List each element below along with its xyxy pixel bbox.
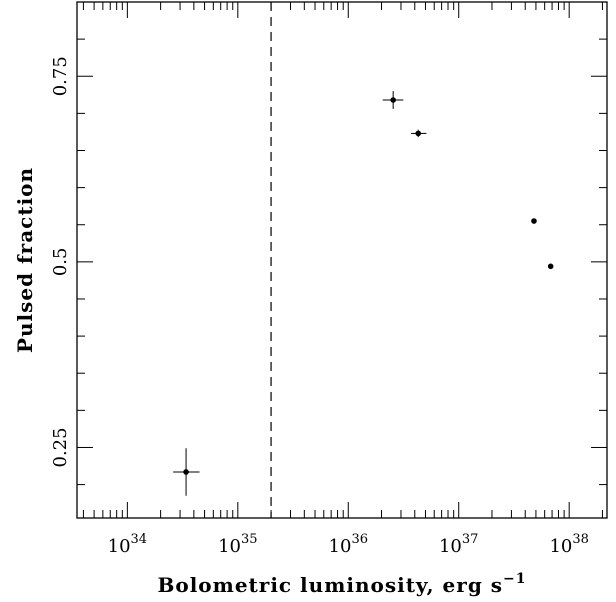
x-tick-labels: 1034 1035 1036 1037 1038 xyxy=(108,532,589,557)
data-point xyxy=(531,218,537,224)
y-tick-label: 0.5 xyxy=(50,248,71,277)
x-tick-label: 1037 xyxy=(439,532,478,557)
x-axis-title: Bolometric luminosity, erg s−1 xyxy=(157,571,526,597)
x-tick-label: 1036 xyxy=(329,532,368,557)
y-tick-label: 0.75 xyxy=(50,56,71,96)
plot-frame xyxy=(76,1,608,519)
axis-ticks xyxy=(77,1,607,518)
point-marker xyxy=(531,218,537,224)
x-tick-label: 1035 xyxy=(218,532,257,557)
data-point xyxy=(547,263,554,270)
point-marker xyxy=(547,263,554,270)
point-marker xyxy=(390,97,396,103)
data-point xyxy=(382,91,404,109)
x-tick-label: 1034 xyxy=(108,532,147,557)
point-marker xyxy=(183,469,189,475)
data-point xyxy=(411,129,427,138)
y-axis-title: Pulsed fraction xyxy=(13,167,37,353)
y-tick-labels: 0.25 0.5 0.75 xyxy=(50,56,71,467)
y-tick-label: 0.25 xyxy=(50,427,71,467)
data-points xyxy=(173,91,554,496)
x-tick-label: 1038 xyxy=(549,532,588,557)
point-marker xyxy=(415,130,422,137)
data-point xyxy=(173,448,200,496)
